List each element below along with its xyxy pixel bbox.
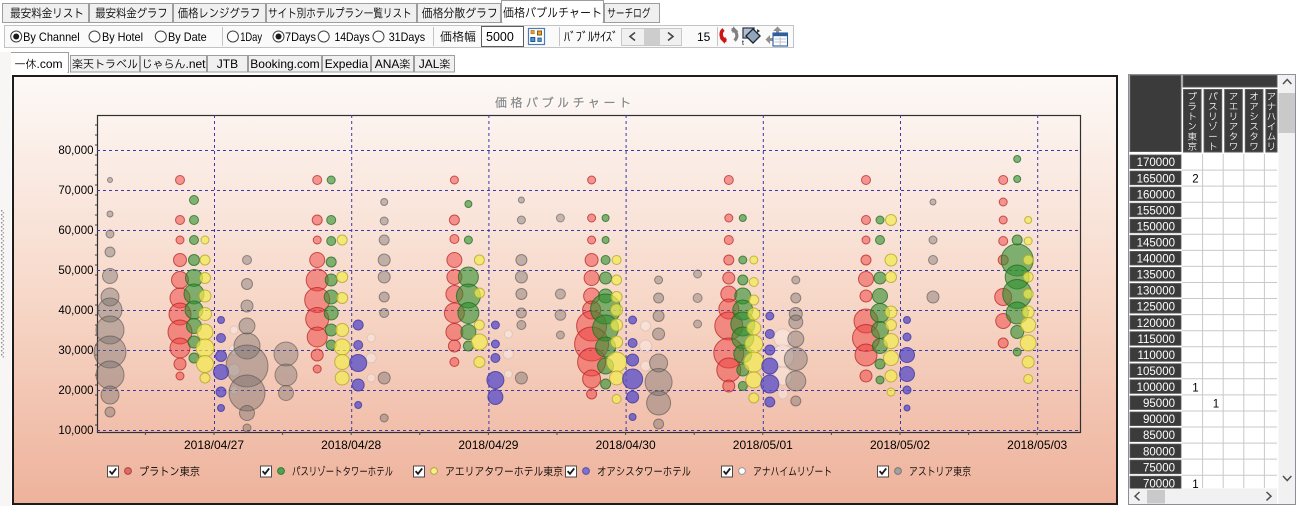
svg-text:2018/04/29: 2018/04/29 (458, 438, 518, 452)
svg-text:80000: 80000 (1143, 446, 1175, 458)
svg-text:.com: .com (37, 57, 63, 71)
svg-text:Booking.com: Booking.com (250, 57, 319, 71)
svg-text:By Hotel: By Hotel (102, 30, 143, 44)
svg-text:95000: 95000 (1143, 398, 1175, 410)
svg-text:.net: .net (186, 57, 207, 71)
svg-text:31Days: 31Days (389, 30, 425, 44)
svg-text:120000: 120000 (1137, 318, 1175, 330)
svg-text:1: 1 (1192, 382, 1198, 394)
svg-text:1Day: 1Day (240, 30, 262, 44)
svg-text:100000: 100000 (1137, 382, 1175, 394)
svg-text:5000: 5000 (486, 30, 514, 44)
svg-text:70000: 70000 (1143, 478, 1175, 490)
svg-text:By Channel: By Channel (23, 30, 80, 44)
svg-text:JAL: JAL (419, 57, 440, 71)
svg-text:130000: 130000 (1137, 286, 1175, 298)
svg-text:135000: 135000 (1137, 270, 1175, 282)
svg-text:160000: 160000 (1137, 189, 1175, 201)
svg-text:ANA: ANA (375, 57, 400, 71)
svg-text:85000: 85000 (1143, 430, 1175, 442)
svg-text:140000: 140000 (1137, 254, 1175, 266)
svg-text:By Date: By Date (168, 30, 207, 44)
svg-text:7Days: 7Days (285, 30, 316, 44)
svg-text:2: 2 (1192, 174, 1198, 186)
svg-text:2018/05/01: 2018/05/01 (733, 438, 793, 452)
svg-text:2018/04/27: 2018/04/27 (184, 438, 244, 452)
svg-text:10,000: 10,000 (58, 425, 93, 437)
svg-text:40,000: 40,000 (58, 305, 93, 317)
svg-text:60,000: 60,000 (58, 225, 93, 237)
svg-text:170000: 170000 (1137, 157, 1175, 169)
svg-text:JTB: JTB (217, 57, 238, 71)
svg-text:1: 1 (1213, 399, 1219, 411)
svg-text:125000: 125000 (1137, 302, 1175, 314)
svg-text:105000: 105000 (1137, 366, 1175, 378)
svg-text:80,000: 80,000 (58, 145, 93, 157)
svg-text:70,000: 70,000 (58, 185, 93, 197)
svg-text:115000: 115000 (1137, 334, 1175, 346)
svg-text:2018/05/02: 2018/05/02 (870, 438, 930, 452)
svg-text:50,000: 50,000 (58, 265, 93, 277)
svg-text:150000: 150000 (1137, 221, 1175, 233)
svg-text:75000: 75000 (1143, 462, 1175, 474)
svg-text:1: 1 (1192, 479, 1198, 491)
svg-text:t: t (742, 40, 744, 47)
svg-text:2018/04/30: 2018/04/30 (596, 438, 656, 452)
svg-text:20,000: 20,000 (58, 385, 93, 397)
svg-text:145000: 145000 (1137, 238, 1175, 250)
svg-text:2018/05/03: 2018/05/03 (1007, 438, 1067, 452)
svg-text:14Days: 14Days (335, 30, 370, 44)
svg-text:2018/04/28: 2018/04/28 (321, 438, 381, 452)
svg-text:165000: 165000 (1137, 173, 1175, 185)
svg-text:Expedia: Expedia (325, 57, 369, 71)
svg-text:15: 15 (697, 30, 711, 44)
svg-text:155000: 155000 (1137, 205, 1175, 217)
svg-text:30,000: 30,000 (58, 345, 93, 357)
svg-text:90000: 90000 (1143, 414, 1175, 426)
svg-text:110000: 110000 (1137, 350, 1175, 362)
